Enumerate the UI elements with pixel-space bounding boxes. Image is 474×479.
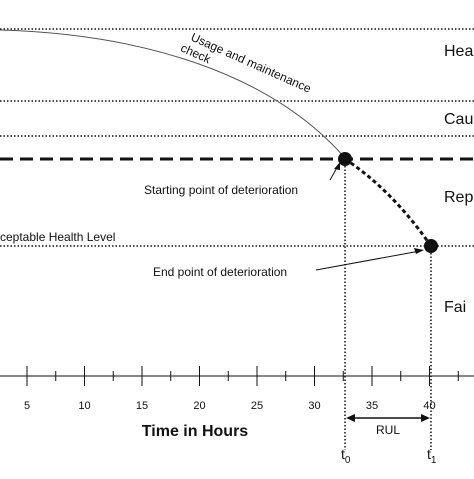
zone-label-healthy: Hea [444, 43, 473, 60]
end-point-arrow [315, 250, 421, 271]
t1-text: t [427, 446, 431, 462]
usage-curve [0, 29, 346, 159]
rul-arrowhead-left [346, 414, 355, 422]
axis-tick-label: 25 [251, 400, 263, 412]
axis-tick-label: 10 [78, 400, 90, 412]
axis-tick-label: 15 [136, 400, 148, 412]
axis-title: Time in Hours [142, 423, 248, 440]
t0-label: t0 [341, 446, 351, 466]
axis-tick-label: 30 [308, 400, 320, 412]
t0-subscript: 0 [345, 455, 351, 466]
rul-label: RUL [376, 423, 400, 437]
t0-text: t [341, 446, 345, 462]
zone-label-repair: Rep [444, 189, 473, 206]
axis-tick-label: 20 [193, 400, 205, 412]
acceptable-health-label: ceptable Health Level [0, 230, 115, 244]
zone-label-caution: Cau [444, 111, 473, 128]
zone-label-failure: Fai [444, 299, 466, 316]
end-point-label: End point of deterioration [153, 265, 287, 279]
start-point-label: Starting point of deterioration [144, 183, 298, 197]
rul-arrowhead-right [421, 414, 430, 422]
start-point-arrowhead [334, 162, 340, 170]
axis-tick-label: 5 [24, 400, 30, 412]
axis-tick-label: 35 [366, 400, 378, 412]
t1-subscript: 1 [431, 455, 437, 466]
usage-annotation: Usage and maintenance check [179, 30, 314, 96]
start-point-marker [338, 152, 352, 166]
t1-label: t1 [427, 446, 437, 466]
axis-tick-label: 40 [423, 400, 435, 412]
deterioration-curve [344, 157, 433, 247]
axis-ticks: 5 10 15 20 25 30 35 40 [24, 366, 459, 412]
end-point-arrowhead [414, 248, 424, 254]
end-point-marker [424, 239, 438, 253]
